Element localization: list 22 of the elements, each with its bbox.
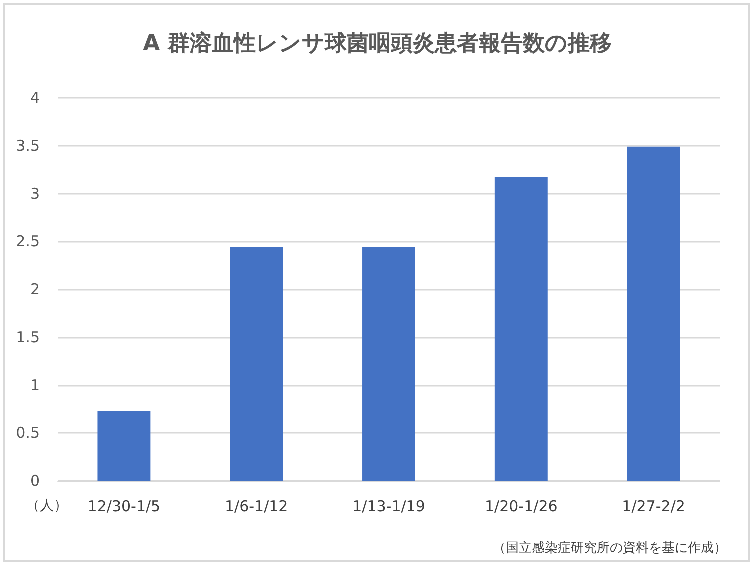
y-tick-label: 1.5: [16, 328, 40, 346]
x-tick-label: 1/27-2/2: [622, 498, 686, 516]
y-tick-label: 4: [30, 89, 40, 107]
y-tick-label: 3.5: [16, 136, 40, 155]
y-tick-label: 2.5: [16, 232, 40, 251]
x-tick-label: 1/6-1/12: [224, 498, 288, 516]
text: （国立感染症研究所の資料を基に作成）: [493, 540, 727, 556]
bar: [230, 247, 284, 481]
chart-title: A 群溶血性レンサ球菌咽頭炎患者報告数の推移: [143, 30, 612, 56]
y-tick-label: 0: [30, 472, 40, 490]
x-tick-label: 1/20-1/26: [485, 498, 558, 516]
y-tick-label: 3: [30, 184, 40, 203]
y-tick-label: 2: [30, 280, 40, 298]
bar: [362, 247, 416, 481]
x-tick-label: 1/13-1/19: [352, 498, 426, 516]
bar: [627, 146, 680, 481]
y-tick-label: 0.5: [16, 424, 40, 442]
bar: [98, 411, 151, 481]
y-tick-label: 1: [30, 376, 40, 394]
y-axis-title: （人）: [26, 498, 68, 514]
x-tick-label: 12/30-1/5: [88, 498, 161, 516]
bar: [494, 177, 548, 481]
